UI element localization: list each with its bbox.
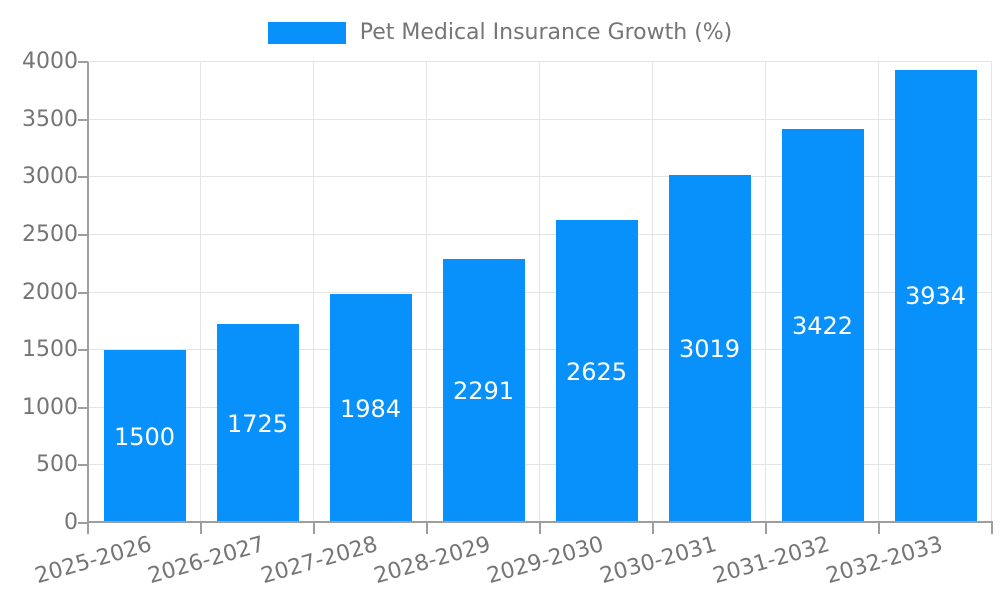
y-axis-tick-label: 4000 bbox=[22, 49, 78, 74]
bar-2025-2026[interactable]: 1500 bbox=[103, 350, 186, 523]
y-axis-tick-label: 3000 bbox=[22, 164, 78, 190]
h-gridline-1500 bbox=[88, 349, 992, 351]
v-gridline bbox=[765, 62, 766, 523]
y-axis-tick-label: 1000 bbox=[22, 394, 78, 420]
h-gridline-4000 bbox=[88, 61, 992, 62]
y-tick-mark bbox=[78, 522, 88, 524]
bar-value-label: 1984 bbox=[339, 394, 402, 423]
y-axis-tick-label: 2000 bbox=[22, 279, 78, 305]
y-tick-mark bbox=[78, 233, 88, 236]
legend-label: Pet Medical Insurance Growth (%) bbox=[359, 20, 733, 45]
v-gridline bbox=[200, 62, 201, 523]
y-axis-tick-label: 2500 bbox=[22, 221, 78, 247]
y-axis-tick-label: 3500 bbox=[22, 106, 78, 132]
bar-value-label: 2291 bbox=[452, 376, 515, 405]
v-gridline bbox=[539, 62, 540, 523]
h-gridline-1000 bbox=[88, 406, 992, 408]
bar-value-label: 1500 bbox=[113, 422, 176, 451]
bar-2032-2033[interactable]: 3934 bbox=[894, 69, 977, 523]
y-tick-mark bbox=[78, 291, 88, 294]
bar-2026-2027[interactable]: 1725 bbox=[216, 324, 299, 523]
bar-2030-2031[interactable]: 3019 bbox=[668, 175, 751, 523]
x-tick-mark bbox=[539, 523, 541, 534]
x-tick-mark bbox=[991, 523, 993, 534]
bar-2027-2028[interactable]: 1984 bbox=[329, 294, 412, 523]
y-tick-mark bbox=[78, 176, 88, 179]
bar-2031-2032[interactable]: 3422 bbox=[781, 128, 864, 523]
v-gridline bbox=[652, 62, 653, 523]
x-axis-tick-label: 2028-2029 bbox=[370, 532, 494, 590]
x-axis-tick-label: 2030-2031 bbox=[596, 532, 720, 590]
v-gridline bbox=[991, 62, 992, 523]
x-tick-mark bbox=[313, 523, 315, 534]
x-axis-tick-label: 2029-2030 bbox=[483, 532, 607, 590]
bar-value-label: 2625 bbox=[565, 357, 628, 386]
y-tick-mark bbox=[78, 406, 88, 409]
legend-swatch bbox=[267, 21, 346, 44]
legend[interactable]: Pet Medical Insurance Growth (%) bbox=[0, 20, 1000, 45]
y-axis-tick-label: 500 bbox=[36, 452, 78, 478]
y-tick-mark bbox=[78, 61, 88, 63]
x-tick-mark bbox=[200, 523, 202, 534]
y-tick-mark bbox=[78, 118, 88, 121]
h-gridline-3000 bbox=[88, 176, 992, 178]
x-axis-tick-label: 2031-2032 bbox=[709, 532, 833, 590]
x-axis-tick-label: 2032-2033 bbox=[822, 532, 946, 590]
x-axis-line bbox=[88, 521, 993, 523]
x-axis-tick-label: 2025-2026 bbox=[31, 532, 155, 590]
y-axis-tick-label: 1500 bbox=[22, 337, 78, 363]
bar-value-label: 3019 bbox=[678, 335, 741, 364]
y-tick-mark bbox=[78, 464, 88, 467]
h-gridline-2000 bbox=[88, 291, 992, 293]
bar-value-label: 3422 bbox=[791, 311, 854, 340]
x-axis-tick-label: 2027-2028 bbox=[257, 532, 381, 590]
y-axis-line bbox=[87, 62, 89, 523]
h-gridline-2500 bbox=[88, 233, 992, 235]
x-tick-mark bbox=[765, 523, 767, 534]
h-gridline-3500 bbox=[88, 118, 992, 120]
plot-area: 1500 1725 1984 2291 2625 3019 3422 3934 bbox=[88, 61, 992, 523]
x-axis-tick-label: 2026-2027 bbox=[144, 532, 268, 590]
x-tick-mark bbox=[878, 523, 880, 534]
bar-2028-2029[interactable]: 2291 bbox=[442, 258, 525, 523]
bar-value-label: 3934 bbox=[904, 282, 967, 311]
bar-value-label: 1725 bbox=[226, 409, 289, 438]
v-gridline bbox=[878, 62, 879, 523]
y-axis-tick-label: 0 bbox=[64, 510, 78, 535]
v-gridline bbox=[426, 62, 427, 523]
x-tick-mark bbox=[87, 523, 89, 534]
v-gridline bbox=[313, 62, 314, 523]
y-tick-mark bbox=[78, 349, 88, 352]
h-gridline-500 bbox=[88, 464, 992, 466]
x-tick-mark bbox=[426, 523, 428, 534]
x-tick-mark bbox=[652, 523, 654, 534]
bar-2029-2030[interactable]: 2625 bbox=[555, 220, 638, 523]
